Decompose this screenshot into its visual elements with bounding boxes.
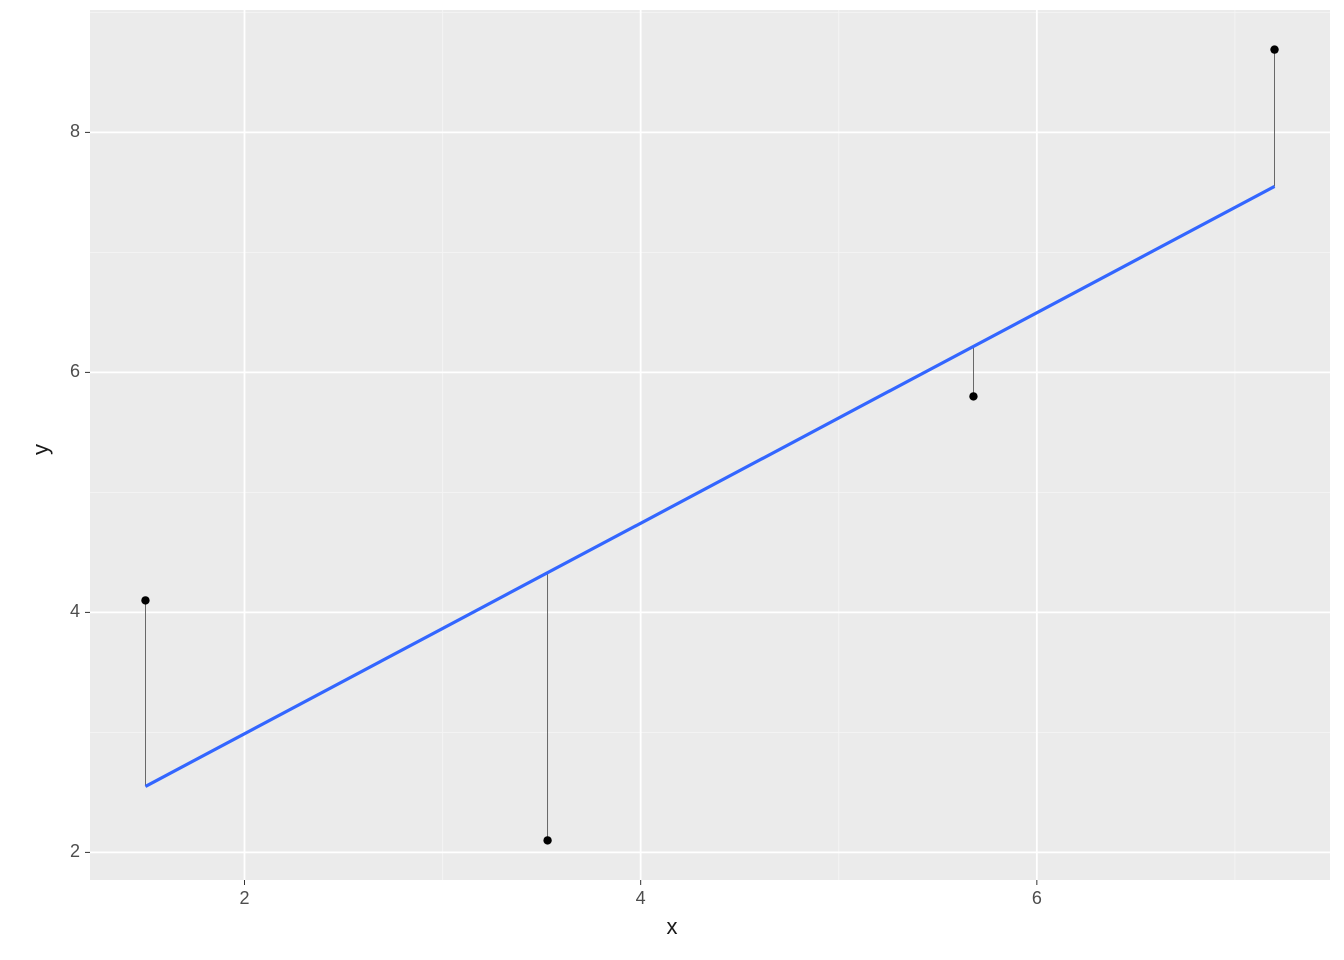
- y-axis-title: y: [28, 444, 54, 455]
- scatter-residual-chart: 2 4 6 2 4 6 8 x y: [0, 0, 1344, 960]
- y-tick-label: 6: [40, 361, 80, 382]
- y-tick-label: 8: [40, 121, 80, 142]
- y-tick-label: 2: [40, 841, 80, 862]
- y-tick-label: 4: [40, 601, 80, 622]
- x-tick-label: 6: [1017, 888, 1057, 909]
- chart-svg: [0, 0, 1344, 960]
- x-tick-label: 4: [621, 888, 661, 909]
- x-axis-title: x: [0, 914, 1344, 940]
- x-tick-label: 2: [225, 888, 265, 909]
